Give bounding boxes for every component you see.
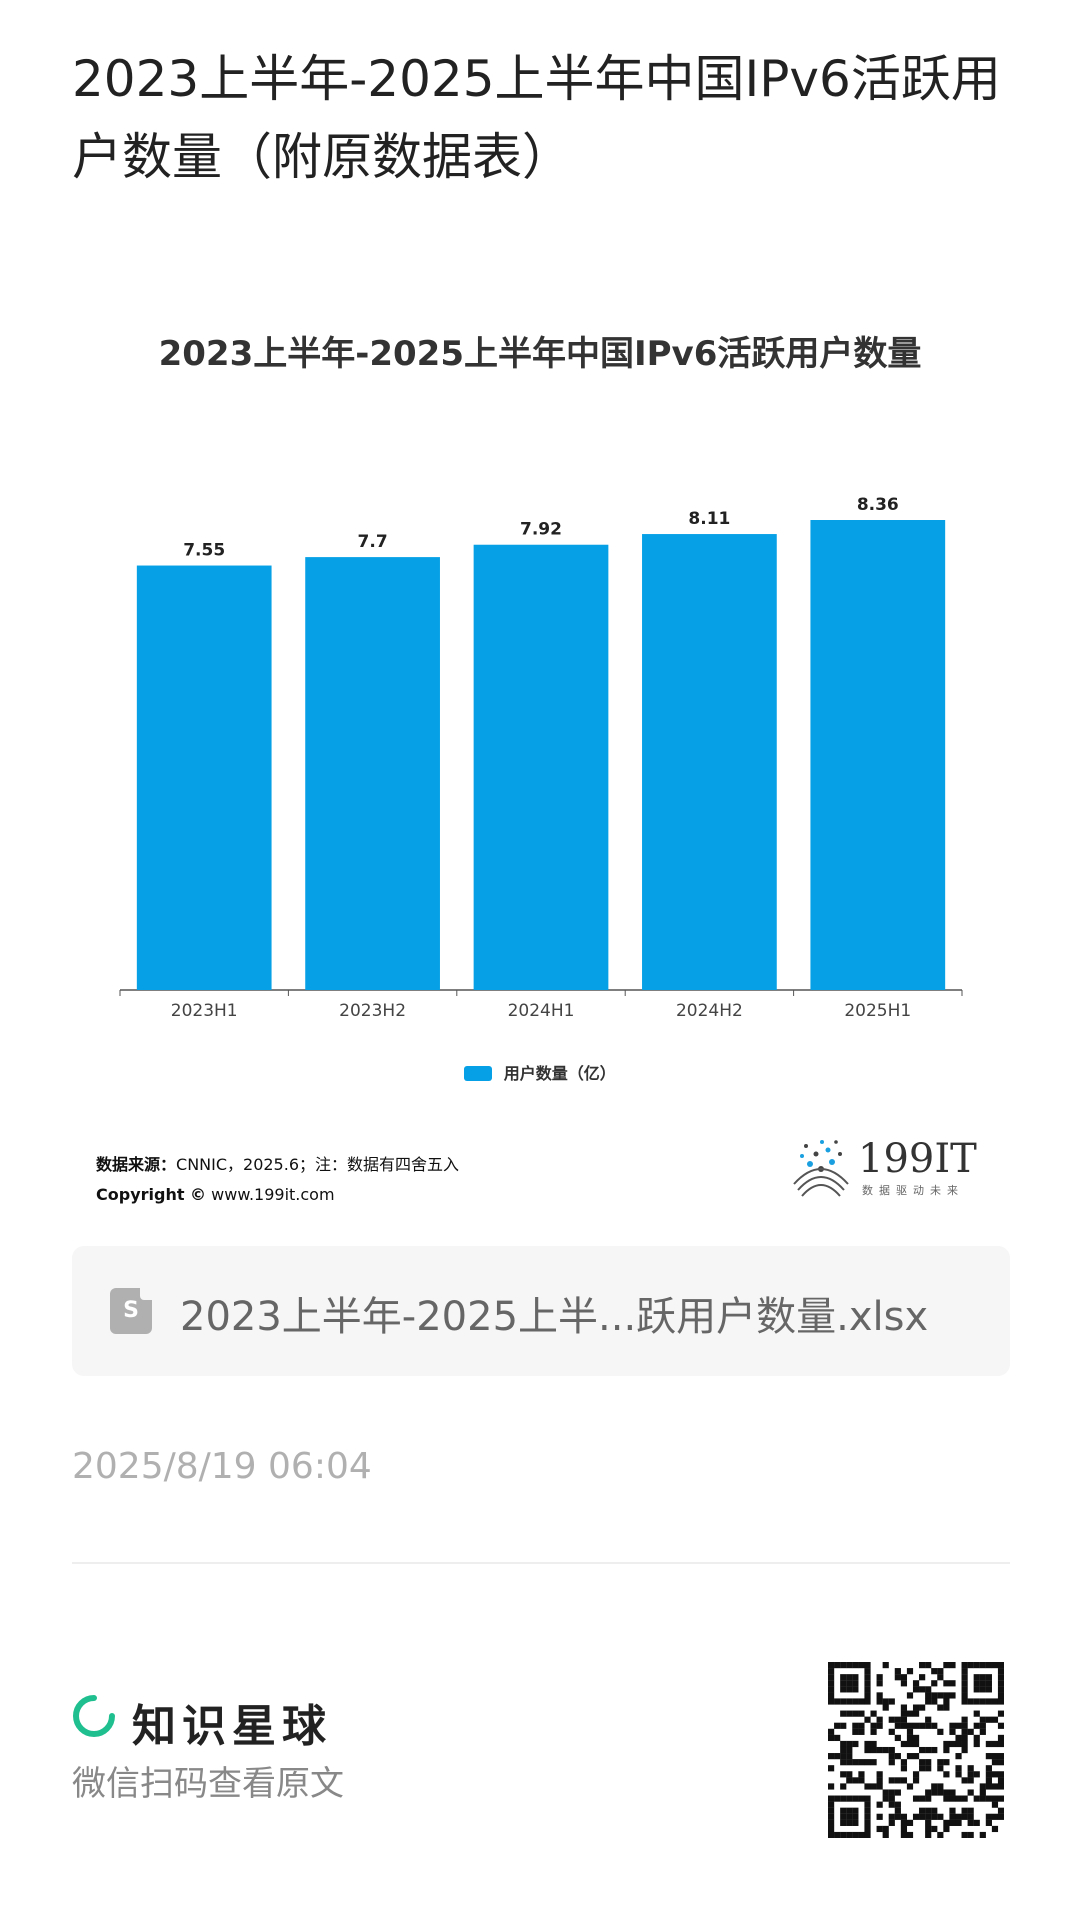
- legend: 用户数量（亿）: [72, 1060, 1008, 1084]
- x-tick-label-2023H2: 2023H2: [339, 1001, 406, 1021]
- timestamp: 2025/8/19 06:04: [72, 1446, 372, 1487]
- qr-code-icon[interactable]: [828, 1662, 1004, 1838]
- legend-swatch: [464, 1066, 493, 1081]
- data-label-2024H1: 7.92: [520, 520, 562, 540]
- bar-chart: 7.55 2023H1 7.7 2023H2 7.92 2024H1 8.11 2024H2 8…: [119, 495, 963, 1021]
- brand-name: 知识星球: [132, 1701, 332, 1752]
- legend-label: 用户数量（亿）: [503, 1064, 616, 1083]
- bar-2025H1: [810, 520, 946, 990]
- copyright-url: www.199it.com: [211, 1185, 335, 1204]
- chart-title: 2023上半年-2025上半年中国IPv6活跃用户数量: [158, 334, 922, 374]
- bar-2023H2: [305, 557, 440, 990]
- logo-199it: 199IT 数据驱动未来: [788, 1130, 988, 1210]
- bar-2024H2: [642, 534, 777, 990]
- bar-2023H1: [136, 565, 272, 990]
- spreadsheet-file-icon: S: [110, 1288, 152, 1334]
- brand-subtitle: 微信扫码查看原文: [72, 1764, 344, 1804]
- logo-text: 199IT: [858, 1136, 977, 1182]
- data-label-2024H2: 8.11: [688, 509, 730, 529]
- source-text: CNNIC，2025.6；注：数据有四舍五入: [176, 1155, 460, 1174]
- logo-tagline: 数据驱动未来: [862, 1184, 964, 1197]
- x-tick-label-2025H1: 2025H1: [844, 1001, 911, 1021]
- data-label-2023H1: 7.55: [183, 541, 225, 561]
- divider: [72, 1562, 1010, 1564]
- source-label: 数据来源：: [96, 1155, 177, 1174]
- chart-card: 7.55 2023H1 7.7 2023H2 7.92 2024H1 8.11 2024H2 8…: [72, 300, 1008, 1220]
- bar-2024H1: [473, 544, 609, 990]
- logo-dots-icon: [793, 1140, 849, 1197]
- source-block: 数据来源：CNNIC，2025.6；注：数据有四舍五入 Copyright © …: [96, 1150, 459, 1210]
- copyright-label: Copyright ©: [96, 1185, 207, 1204]
- data-label-2025H1: 8.36: [857, 495, 899, 515]
- data-label-2023H2: 7.7: [358, 532, 388, 552]
- x-tick-label-2024H1: 2024H1: [508, 1001, 575, 1021]
- attachment-file-card[interactable]: S 2023上半年-2025上半...跃用户数量.xlsx: [72, 1246, 1010, 1376]
- zsxq-ring-icon: [73, 1695, 115, 1737]
- x-tick-label-2023H1: 2023H1: [171, 1001, 238, 1021]
- file-name: 2023上半年-2025上半...跃用户数量.xlsx: [180, 1294, 929, 1340]
- post-title: 2023上半年-2025上半年中国IPv6活跃用户数量（附原数据表）: [72, 50, 1001, 186]
- x-tick-label-2024H2: 2024H2: [676, 1001, 743, 1021]
